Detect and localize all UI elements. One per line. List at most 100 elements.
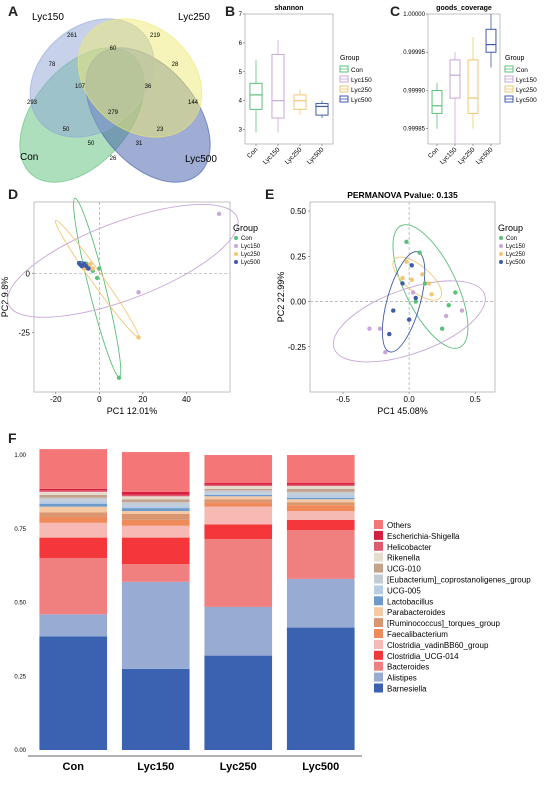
data-point [383,349,388,355]
venn-region-count: 23 [157,127,164,133]
bar-segment [204,655,273,750]
data-point [413,299,418,304]
confidence-ellipse [381,251,426,353]
bar-segment [286,455,355,484]
legend-title: Group [340,55,360,62]
plot-frame [427,13,501,145]
venn-set-label: Lyc250 [178,12,210,23]
confidence-ellipse [73,197,122,378]
legend-label: Con [241,236,252,242]
plot-frame [33,201,231,393]
y-tick-label: 0.25 [290,252,306,261]
bar-segment [39,449,108,489]
x-tick-label: Lyc500 [475,146,495,166]
data-point [400,281,405,286]
stacked-bar-chart: 0.00 0.25 0.50 0.75 1.00 Con Lyc150 Lyc250 Lyc50… [14,449,531,773]
legend-label: UCG-005 [387,586,421,595]
legend-label: [Eubacterium]_coprostanoligenes_group [387,576,531,585]
chart-title: PERMANOVA Pvalue: 0.135 [347,190,458,200]
bar-segment [204,499,273,503]
data-point [413,295,418,301]
bar-segment [39,497,108,501]
x-tick-label: -20 [50,395,62,404]
legend-swatch [374,650,383,660]
data-point [136,335,141,340]
bar-segment [204,506,273,525]
y-tick-label: 6 [239,41,243,47]
legend-label: Lyc500 [516,97,537,104]
legend-label: UCG-010 [387,565,421,574]
bar-segment [121,519,190,526]
x-tick-label: Lyc500 [306,146,326,166]
legend-label: Lyc150 [351,77,372,84]
legend-swatch [374,596,383,606]
bar-segment [39,614,108,637]
chart-title: shannon [274,5,303,12]
pcoa-plot-e: PERMANOVA Pvalue: 0.135 -0.5 0.0 0.5 0.50 0.2… [276,190,526,416]
panel-label-d: D [8,186,19,202]
venn-region-count: 28 [172,62,179,68]
legend-label: Bacteroides [387,663,429,672]
bar-segment [39,494,108,498]
venn-set-label: Lyc500 [185,154,217,165]
data-point [426,281,432,286]
y-tick-label: 0.00 [14,748,26,754]
data-point [409,277,414,283]
bar-segment [121,496,190,500]
bar-segment [286,511,355,520]
x-axis-label: PC1 12.01% [107,406,158,416]
box-body [249,82,263,110]
venn-set-label: Con [20,152,38,163]
venn-region-count: 50 [88,141,95,147]
bar-segment [204,485,273,489]
data-point [459,308,465,313]
data-point [136,290,141,295]
data-point [367,326,372,331]
bar-segment [204,488,273,491]
y-tick-label: 0.99995 [403,50,425,56]
legend-swatch [374,683,383,693]
bar-segment [39,522,108,538]
bar-segment [121,502,190,506]
bar-segment [121,668,190,750]
data-point [429,292,434,297]
bar-segment [286,627,355,750]
x-tick-label: 0.5 [470,395,482,404]
legend-label: Con [351,67,363,74]
legend-dot [234,252,238,256]
x-tick-label: 0.0 [404,395,416,404]
data-point [446,302,451,308]
plot-frame [309,201,496,393]
venn-region-count: 293 [27,100,38,106]
y-tick-label: 1.00 [14,453,26,459]
x-tick-label: Con [427,146,441,160]
legend-dot [234,244,238,248]
legend-label: Lyc250 [506,252,526,258]
y-axis-label: PC2 9.8% [0,277,10,318]
y-tick-label: 1.00000 [403,12,425,18]
legend-label: Faecalibacterium [387,630,448,639]
x-tick-label: Lyc250 [284,146,304,166]
bar-segment [204,484,273,486]
data-point [410,290,416,295]
bar-segment [121,564,190,582]
plot-frame [244,13,334,145]
legend-title: Group [498,223,523,233]
legend-label: Lyc150 [516,77,537,84]
y-tick-label: 0.50 [14,601,26,607]
bar-segment [121,491,190,495]
legend-label: Lyc150 [506,244,526,250]
legend-dot [499,252,503,256]
legend-swatch [374,618,383,628]
x-tick-label: 20 [138,395,147,404]
venn-region-count: 50 [63,127,70,133]
venn-diagram: 261 219 60 78 28 107 36 293 279 144 50 23 50 31 26 Lyc… [19,12,217,183]
bar-segment [204,483,273,485]
data-point [94,275,100,281]
bar-segment [204,502,273,507]
legend-dot [499,260,503,264]
bar-segment [121,452,190,492]
venn-region-count: 60 [110,46,117,52]
data-point [453,290,458,295]
legend-label: Lyc500 [351,97,372,104]
